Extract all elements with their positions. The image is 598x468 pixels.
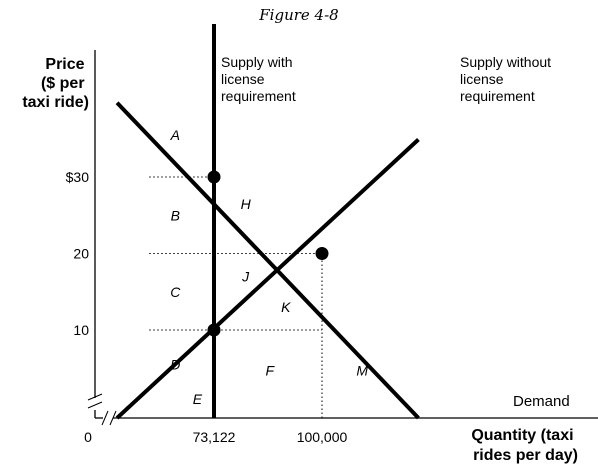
y-axis-label-line-2: ($ per — [41, 75, 85, 92]
x-axis-label: Quantity (taxi rides per day) — [471, 427, 578, 464]
x-axis-label-line-2: rides per day) — [473, 447, 578, 464]
y-tick-label-10: 10 — [73, 322, 89, 338]
figure-title: Figure 4-8 — [258, 6, 338, 24]
y-axis-label-line-1: Price — [45, 56, 84, 73]
demand-label: Demand — [513, 393, 570, 410]
supply-without-license-curve — [115, 138, 420, 420]
y-axis-label: Price ($ per taxi ride) — [22, 56, 89, 111]
region-label-d: D — [170, 356, 180, 372]
supply-without-license-label-line-3: requirement — [460, 88, 535, 104]
intersection-point-2 — [315, 247, 329, 260]
intersection-point-3 — [207, 323, 221, 337]
intersection-point-1 — [207, 170, 221, 184]
region-label-e: E — [193, 391, 203, 407]
demand-curve — [115, 101, 420, 420]
plot-area: $30 20 10 73,122 100,000 A B C D E H J K F M — [66, 24, 420, 445]
x-axis-label-line-1: Quantity (taxi — [471, 427, 573, 444]
region-label-j: J — [241, 268, 250, 284]
region-label-a: A — [170, 127, 180, 143]
supply-without-license-label-line-1: Supply without — [460, 54, 551, 70]
axis-break-marks — [87, 393, 117, 426]
region-label-b: B — [171, 207, 180, 223]
x-tick-label-100000: 100,000 — [297, 429, 348, 445]
supply-with-license-label-line-2: license — [221, 71, 265, 87]
y-axis-label-line-3: taxi ride) — [22, 94, 89, 111]
supply-with-license-label-line-3: requirement — [221, 88, 296, 104]
y-tick-label-20: 20 — [73, 246, 89, 262]
supply-without-license-label-line-2: license — [460, 71, 504, 87]
supply-with-license-label: Supply with license requirement — [221, 54, 296, 104]
y-tick-label-30: $30 — [66, 169, 90, 185]
supply-without-license-label: Supply without license requirement — [460, 54, 555, 104]
region-label-h: H — [241, 196, 252, 212]
region-label-m: M — [356, 363, 368, 379]
origin-label: 0 — [84, 429, 92, 445]
x-tick-label-73122: 73,122 — [193, 429, 236, 445]
supply-with-license-label-line-1: Supply with — [221, 54, 293, 70]
region-label-c: C — [170, 284, 181, 300]
region-label-k: K — [281, 299, 291, 315]
region-label-f: F — [265, 363, 275, 379]
